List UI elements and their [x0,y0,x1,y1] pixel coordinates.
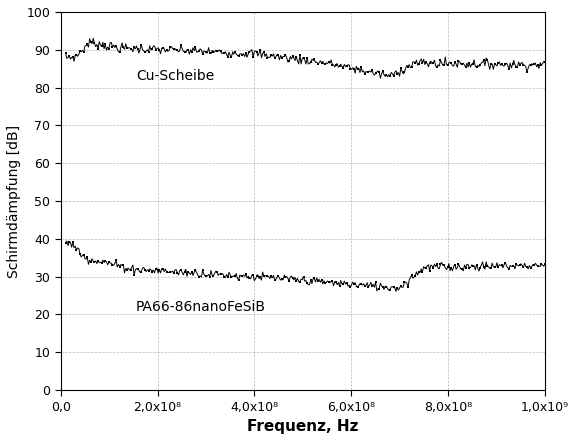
Text: Cu-Scheibe: Cu-Scheibe [136,69,214,83]
X-axis label: Frequenz, Hz: Frequenz, Hz [247,419,359,434]
Y-axis label: Schirmdämpfung [dB]: Schirmdämpfung [dB] [7,124,21,277]
Text: PA66-86nanoFeSiB: PA66-86nanoFeSiB [136,300,266,314]
